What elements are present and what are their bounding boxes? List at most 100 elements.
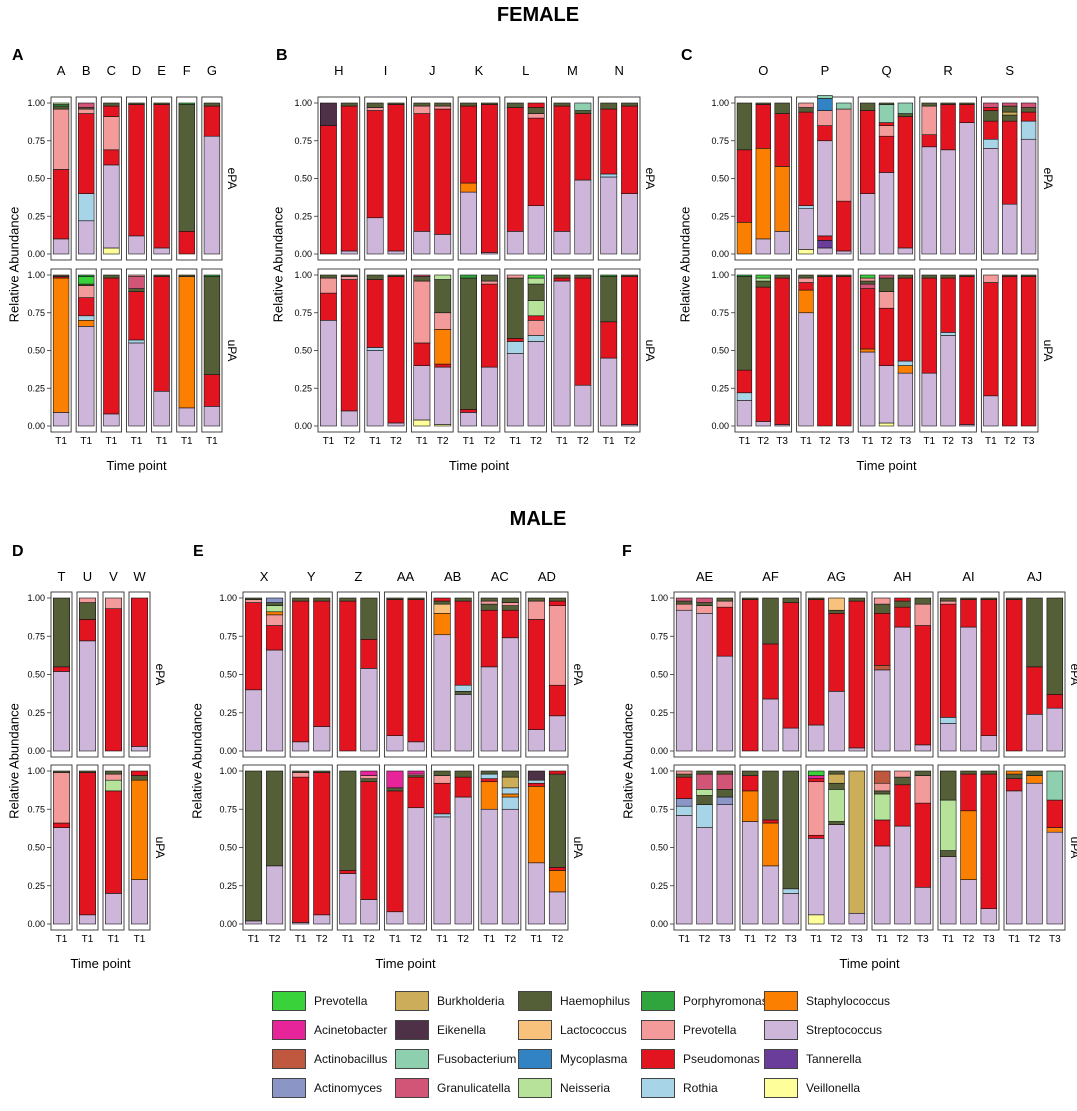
subject-label-n: N bbox=[614, 63, 623, 78]
bar-segment-streptococcus bbox=[548, 891, 566, 925]
subject-label-u: U bbox=[83, 569, 92, 584]
bar-segment-haemophilus bbox=[983, 110, 999, 122]
subject-label-ai: AI bbox=[962, 569, 974, 584]
bar-segment-streptococcus bbox=[548, 715, 566, 752]
bar-segment-streptococcus bbox=[266, 865, 284, 925]
bar-segment-haemophilus bbox=[940, 274, 956, 279]
bar-segment-streptococcus bbox=[983, 395, 999, 427]
bar-segment-staphylococcus bbox=[762, 822, 779, 867]
bar-segment-neisseria bbox=[873, 793, 891, 821]
bar-segment-haemophilus bbox=[848, 597, 866, 602]
bar-segment-porphyromonas bbox=[178, 102, 195, 105]
bar-segment-actinomyces bbox=[266, 597, 284, 603]
bar-segment-streptococcus bbox=[980, 735, 998, 752]
bar-segment-haemophilus bbox=[480, 102, 498, 105]
bar-segment-haemophilus bbox=[873, 603, 891, 614]
bar-segment-haemophilus bbox=[1026, 770, 1043, 776]
bar-segment-pseudomonas bbox=[266, 625, 284, 651]
x-tick-label: T3 bbox=[776, 436, 788, 447]
y-tick-label: 0.75 bbox=[294, 136, 312, 146]
legend-item: Haemophilus bbox=[518, 990, 630, 1012]
x-tick-label: T1 bbox=[389, 934, 401, 945]
bar-segment-rothia bbox=[675, 805, 693, 816]
bar-segment-neisseria bbox=[696, 789, 713, 796]
bar-segment-streptococcus bbox=[600, 357, 618, 427]
bar-segment-pseudomonas bbox=[366, 110, 384, 219]
bar-segment-haemophilus bbox=[178, 104, 195, 232]
subject-label-r: R bbox=[943, 63, 952, 78]
legend-swatch bbox=[395, 1078, 429, 1098]
bar-segment-staphylococcus bbox=[736, 221, 753, 255]
row-label-uPA: uPA bbox=[571, 837, 585, 859]
bar-segment-pseudomonas bbox=[203, 105, 221, 137]
x-tick-label: T1 bbox=[509, 436, 521, 447]
bar-segment-haemophilus bbox=[131, 775, 148, 781]
bar-segment-rothia bbox=[983, 138, 999, 149]
legend-item: Porphyromonas bbox=[641, 990, 768, 1012]
bar-segment-granulicatella bbox=[78, 102, 95, 108]
bar-segment-streptococcus bbox=[921, 372, 937, 427]
legend-swatch bbox=[764, 991, 798, 1011]
bar-segment-pseudomonas bbox=[454, 776, 472, 798]
bar-segment-prevotella-pink bbox=[79, 597, 96, 603]
bar-segment-pseudomonas bbox=[527, 619, 545, 730]
bar-segment-streptococcus bbox=[828, 691, 845, 752]
bar-segment-haemophilus bbox=[696, 795, 713, 805]
legend-label: Prevotella bbox=[314, 994, 368, 1008]
bar-segment-prevotella-pink bbox=[506, 274, 524, 279]
bar-segment-pseudomonas bbox=[1005, 778, 1023, 792]
bar-segment-pseudomonas bbox=[939, 603, 957, 718]
bar-segment-haemophilus bbox=[621, 274, 639, 277]
bar-segment-streptococcus bbox=[940, 335, 956, 427]
legend-item: Acinetobacter bbox=[272, 1019, 387, 1041]
bar-segment-haemophilus bbox=[939, 850, 957, 857]
bar-segment-lactococcus bbox=[828, 597, 845, 611]
bar-segment-streptococcus bbox=[339, 873, 357, 925]
bar-segment-pseudomonas bbox=[153, 276, 170, 392]
bar-segment-rothia bbox=[940, 332, 956, 336]
bar-segment-haemophilus bbox=[153, 102, 170, 105]
subject-label-s: S bbox=[1005, 63, 1014, 78]
bar-segment-haemophilus bbox=[939, 597, 957, 602]
bar-segment-pseudomonas bbox=[873, 612, 891, 666]
x-tick-label: T1 bbox=[985, 436, 997, 447]
bar-segment-prevotella-pink bbox=[366, 107, 384, 111]
panel-letter-F: F bbox=[622, 543, 632, 560]
bar-segment-streptococcus bbox=[798, 312, 814, 427]
bar-segment-haemophilus bbox=[1046, 597, 1064, 695]
bar-segment-haemophilus bbox=[1005, 773, 1023, 779]
bar-segment-pseudomonas bbox=[762, 819, 779, 824]
bar-segment-haemophilus bbox=[741, 597, 759, 600]
bar-segment-porphyromonas bbox=[460, 274, 478, 279]
bar-segment-porphyromonas bbox=[736, 274, 753, 277]
y-tick-label: 0.50 bbox=[27, 843, 45, 853]
x-tick-label: T2 bbox=[819, 436, 831, 447]
subject-label-k: K bbox=[475, 63, 484, 78]
bar-segment-prevotella-green bbox=[807, 770, 825, 776]
y-tick-label: 1.00 bbox=[27, 593, 45, 603]
bar-segment-streptococcus bbox=[407, 807, 425, 925]
y-tick-label: 0.75 bbox=[27, 804, 45, 814]
bar-segment-haemophilus bbox=[621, 102, 639, 107]
bar-segment-streptococcus bbox=[807, 838, 825, 916]
bar-segment-pseudomonas bbox=[1002, 276, 1018, 427]
bar-segment-haemophilus bbox=[548, 773, 566, 868]
bar-segment-prevotella-pink bbox=[413, 105, 431, 114]
bar-segment-haemophilus bbox=[600, 276, 618, 323]
bar-segment-prevotella-pink bbox=[360, 775, 378, 779]
bar-segment-streptococcus bbox=[203, 406, 221, 427]
bar-segment-pseudomonas bbox=[433, 782, 451, 815]
legend-item: Mycoplasma bbox=[518, 1048, 627, 1070]
bar-segment-pseudomonas bbox=[817, 235, 833, 241]
x-tick-label: T1 bbox=[131, 436, 143, 447]
bar-segment-streptococcus bbox=[366, 217, 384, 255]
bar-segment-haemophilus bbox=[859, 280, 876, 285]
x-axis-label: Time point bbox=[375, 956, 436, 971]
bar-segment-streptococcus bbox=[960, 879, 977, 925]
bar-segment-streptococcus bbox=[1026, 713, 1043, 752]
bar-segment-prevotella-pink bbox=[873, 782, 891, 792]
bar-segment-pseudomonas bbox=[387, 276, 405, 424]
bar-segment-pseudomonas bbox=[940, 277, 956, 333]
bar-segment-haemophilus bbox=[52, 105, 70, 110]
bar-segment-pseudomonas bbox=[153, 104, 170, 249]
